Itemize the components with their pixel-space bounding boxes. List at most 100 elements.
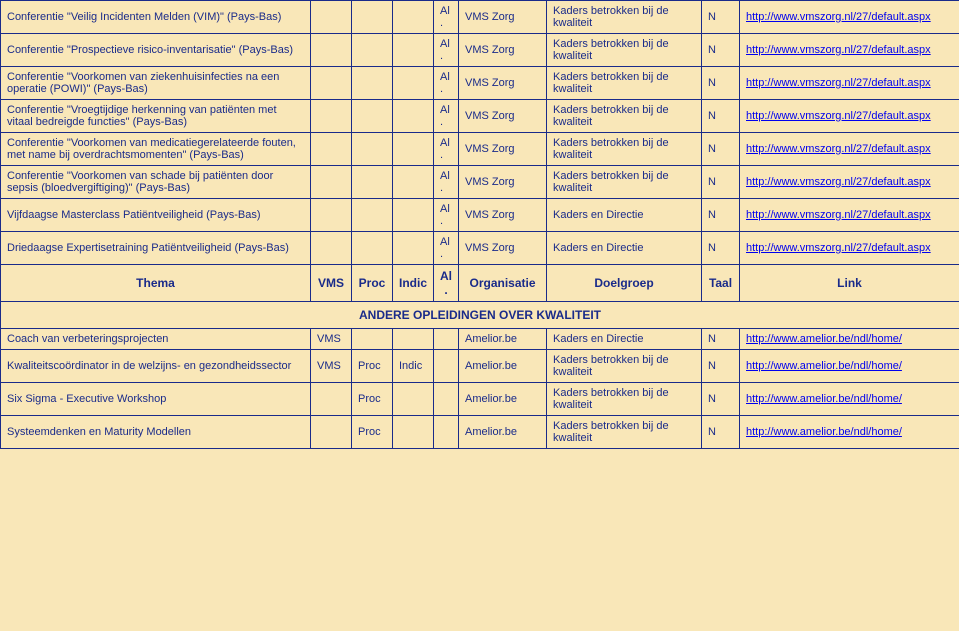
cell-link: http://www.amelior.be/ndl/home/ bbox=[740, 329, 959, 350]
cell-link: http://www.vmszorg.nl/27/default.aspx bbox=[740, 166, 959, 199]
cell-org: VMS Zorg bbox=[459, 100, 547, 133]
training-link[interactable]: http://www.vmszorg.nl/27/default.aspx bbox=[746, 242, 931, 254]
cell-vms bbox=[311, 1, 352, 34]
cell-al: Al. bbox=[434, 133, 459, 166]
cell-org: Amelior.be bbox=[459, 329, 547, 350]
cell-link: http://www.vmszorg.nl/27/default.aspx bbox=[740, 34, 959, 67]
cell-link: http://www.amelior.be/ndl/home/ bbox=[740, 350, 959, 383]
cell-title: Coach van verbeteringsprojecten bbox=[1, 329, 311, 350]
cell-org: Amelior.be bbox=[459, 383, 547, 416]
cell-title: Conferentie "Voorkomen van medicatiegere… bbox=[1, 133, 311, 166]
cell-indic bbox=[393, 383, 434, 416]
cell-proc bbox=[352, 34, 393, 67]
cell-title: Six Sigma - Executive Workshop bbox=[1, 383, 311, 416]
cell-taal: N bbox=[702, 329, 740, 350]
section-row: ANDERE OPLEIDINGEN OVER KWALITEIT bbox=[1, 302, 959, 329]
cell-al: Al. bbox=[434, 232, 459, 265]
cell-link: http://www.vmszorg.nl/27/default.aspx bbox=[740, 133, 959, 166]
training-table: Conferentie "Veilig Incidenten Melden (V… bbox=[0, 0, 959, 449]
cell-vms bbox=[311, 199, 352, 232]
header-link: Link bbox=[740, 265, 959, 302]
training-link[interactable]: http://www.amelior.be/ndl/home/ bbox=[746, 333, 902, 345]
table-row: Kwaliteitscoördinator in de welzijns- en… bbox=[1, 350, 959, 383]
cell-al: Al. bbox=[434, 166, 459, 199]
table-row: Conferentie "Voorkomen van medicatiegere… bbox=[1, 133, 959, 166]
cell-link: http://www.vmszorg.nl/27/default.aspx bbox=[740, 100, 959, 133]
cell-proc bbox=[352, 133, 393, 166]
training-link[interactable]: http://www.vmszorg.nl/27/default.aspx bbox=[746, 143, 931, 155]
cell-taal: N bbox=[702, 133, 740, 166]
table-row: Conferentie "Veilig Incidenten Melden (V… bbox=[1, 1, 959, 34]
cell-taal: N bbox=[702, 166, 740, 199]
cell-title: Conferentie "Prospectieve risico-inventa… bbox=[1, 34, 311, 67]
cell-vms bbox=[311, 100, 352, 133]
table-row: Vijfdaagse Masterclass Patiëntveiligheid… bbox=[1, 199, 959, 232]
cell-vms bbox=[311, 166, 352, 199]
training-link[interactable]: http://www.vmszorg.nl/27/default.aspx bbox=[746, 44, 931, 56]
cell-taal: N bbox=[702, 199, 740, 232]
cell-proc bbox=[352, 166, 393, 199]
cell-title: Conferentie "Voorkomen van ziekenhuisinf… bbox=[1, 67, 311, 100]
cell-al: Al. bbox=[434, 67, 459, 100]
cell-link: http://www.vmszorg.nl/27/default.aspx bbox=[740, 232, 959, 265]
cell-link: http://www.vmszorg.nl/27/default.aspx bbox=[740, 1, 959, 34]
cell-org: VMS Zorg bbox=[459, 199, 547, 232]
training-link[interactable]: http://www.vmszorg.nl/27/default.aspx bbox=[746, 176, 931, 188]
cell-doel: Kaders betrokken bij de kwaliteit bbox=[547, 1, 702, 34]
cell-proc bbox=[352, 1, 393, 34]
cell-indic bbox=[393, 34, 434, 67]
header-doel: Doelgroep bbox=[547, 265, 702, 302]
cell-taal: N bbox=[702, 232, 740, 265]
cell-title: Conferentie "Voorkomen van schade bij pa… bbox=[1, 166, 311, 199]
cell-proc bbox=[352, 67, 393, 100]
cell-title: Kwaliteitscoördinator in de welzijns- en… bbox=[1, 350, 311, 383]
cell-al: Al. bbox=[434, 100, 459, 133]
training-link[interactable]: http://www.amelior.be/ndl/home/ bbox=[746, 360, 902, 372]
training-link[interactable]: http://www.amelior.be/ndl/home/ bbox=[746, 426, 902, 438]
cell-proc: Proc bbox=[352, 416, 393, 449]
cell-indic bbox=[393, 199, 434, 232]
cell-doel: Kaders betrokken bij de kwaliteit bbox=[547, 100, 702, 133]
cell-title: Vijfdaagse Masterclass Patiëntveiligheid… bbox=[1, 199, 311, 232]
cell-vms bbox=[311, 133, 352, 166]
cell-org: VMS Zorg bbox=[459, 232, 547, 265]
cell-al bbox=[434, 416, 459, 449]
training-link[interactable]: http://www.vmszorg.nl/27/default.aspx bbox=[746, 11, 931, 23]
header-thema: Thema bbox=[1, 265, 311, 302]
cell-org: VMS Zorg bbox=[459, 166, 547, 199]
table-row: Systeemdenken en Maturity ModellenProcAm… bbox=[1, 416, 959, 449]
cell-taal: N bbox=[702, 350, 740, 383]
cell-link: http://www.amelior.be/ndl/home/ bbox=[740, 416, 959, 449]
table-row: Coach van verbeteringsprojectenVMS Amelio… bbox=[1, 329, 959, 350]
cell-vms: VMS bbox=[311, 350, 352, 383]
cell-title: Conferentie "Vroegtijdige herkenning van… bbox=[1, 100, 311, 133]
cell-taal: N bbox=[702, 1, 740, 34]
cell-al bbox=[434, 350, 459, 383]
cell-org: VMS Zorg bbox=[459, 133, 547, 166]
cell-vms bbox=[311, 34, 352, 67]
cell-vms: VMS bbox=[311, 329, 352, 350]
cell-doel: Kaders en Directie bbox=[547, 232, 702, 265]
cell-org: Amelior.be bbox=[459, 350, 547, 383]
training-link[interactable]: http://www.vmszorg.nl/27/default.aspx bbox=[746, 110, 931, 122]
cell-doel: Kaders betrokken bij de kwaliteit bbox=[547, 67, 702, 100]
header-proc: Proc bbox=[352, 265, 393, 302]
cell-taal: N bbox=[702, 416, 740, 449]
cell-doel: Kaders betrokken bij de kwaliteit bbox=[547, 416, 702, 449]
training-link[interactable]: http://www.amelior.be/ndl/home/ bbox=[746, 393, 902, 405]
cell-link: http://www.amelior.be/ndl/home/ bbox=[740, 383, 959, 416]
cell-al bbox=[434, 329, 459, 350]
cell-al bbox=[434, 383, 459, 416]
cell-proc: Proc bbox=[352, 350, 393, 383]
cell-doel: Kaders en Directie bbox=[547, 329, 702, 350]
cell-indic bbox=[393, 416, 434, 449]
cell-doel: Kaders betrokken bij de kwaliteit bbox=[547, 34, 702, 67]
cell-org: VMS Zorg bbox=[459, 1, 547, 34]
table-row: Driedaagse Expertisetraining Patiëntveil… bbox=[1, 232, 959, 265]
cell-al: Al. bbox=[434, 34, 459, 67]
training-link[interactable]: http://www.vmszorg.nl/27/default.aspx bbox=[746, 209, 931, 221]
cell-taal: N bbox=[702, 34, 740, 67]
training-link[interactable]: http://www.vmszorg.nl/27/default.aspx bbox=[746, 77, 931, 89]
cell-link: http://www.vmszorg.nl/27/default.aspx bbox=[740, 67, 959, 100]
cell-indic: Indic bbox=[393, 350, 434, 383]
